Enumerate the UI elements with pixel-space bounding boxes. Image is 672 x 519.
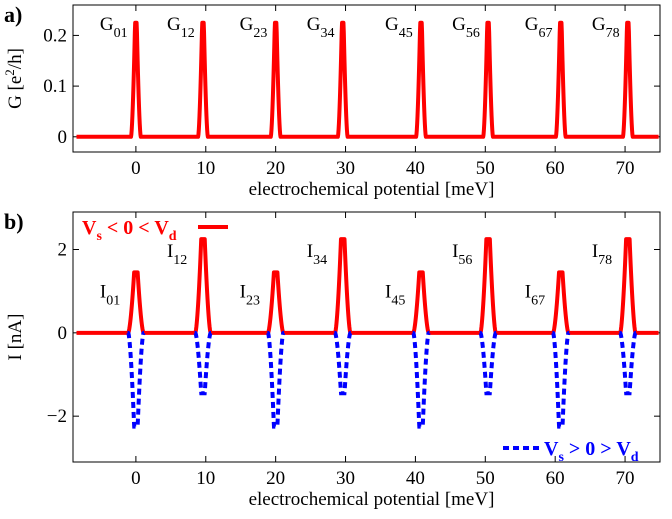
y-tick-label: 2 [58, 240, 68, 261]
peak-label: G01 [100, 14, 128, 41]
y-axis-label: I [nA] [5, 314, 26, 361]
peak-label: I34 [307, 241, 327, 268]
x-tick-label: 0 [131, 158, 141, 179]
x-tick-label: 60 [546, 158, 565, 179]
peak-label: I56 [452, 241, 472, 268]
current-series-negative-peak [618, 330, 638, 396]
y-tick-label: 0 [58, 127, 68, 148]
peak-label: G56 [452, 14, 480, 41]
y-tick-label: 0 [58, 323, 68, 344]
panel-a: 0 10 20 30 40 50 60 70 0 0.1 0.2 electrochemical po… [2, 2, 661, 200]
x-tick-label: 30 [336, 158, 355, 179]
peak-label: I12 [167, 241, 187, 268]
x-tick-label: 20 [266, 468, 285, 489]
x-tick-label: 10 [196, 468, 215, 489]
current-series-negative-peak [126, 330, 146, 429]
x-tick-label: 10 [196, 158, 215, 179]
axes-frame [72, 4, 661, 153]
panel-b: 0 10 20 30 40 50 60 70 −2 0 2 electrochemical poten… [4, 209, 661, 510]
legend-label: Vs < 0 < Vd [82, 217, 177, 244]
peak-label: G12 [167, 14, 195, 41]
y-tick-label: 0.2 [43, 25, 67, 46]
x-tick-label: 40 [406, 468, 425, 489]
current-series-negative-peak [266, 330, 286, 429]
y-tick-label: −2 [47, 406, 67, 427]
x-tick-label: 60 [546, 468, 565, 489]
legend-label: Vs > 0 > Vd [544, 438, 639, 465]
current-series-positive [74, 237, 661, 335]
x-tick-label: 70 [616, 158, 635, 179]
peak-label: I78 [592, 241, 612, 268]
panel-label: a) [4, 2, 22, 27]
peak-label: G34 [307, 14, 335, 41]
peak-label: G67 [525, 14, 553, 41]
axes-frame [72, 211, 661, 463]
legend-entry-negative: Vs > 0 > Vd [503, 438, 639, 465]
current-series-negative-peak [551, 330, 571, 429]
peak-label: G23 [240, 14, 268, 41]
peak-label: I67 [525, 281, 545, 308]
x-tick-label: 30 [336, 468, 355, 489]
current-series-negative-peak [411, 330, 431, 429]
current-series-negative-peak [193, 330, 213, 396]
y-axis-label: G [e2/h] [2, 48, 26, 109]
x-tick-label: 0 [131, 468, 141, 489]
current-series-negative-peak [333, 330, 353, 396]
x-axis-label: electrochemical potential [meV] [249, 489, 495, 510]
conductance-series [74, 20, 661, 139]
x-tick-label: 50 [476, 468, 495, 489]
peak-label: I01 [100, 281, 120, 308]
x-tick-label: 20 [266, 158, 285, 179]
peak-label: I45 [385, 281, 405, 308]
peak-label: I23 [240, 281, 260, 308]
x-tick-label: 50 [476, 158, 495, 179]
x-tick-label: 40 [406, 158, 425, 179]
legend-entry-positive: Vs < 0 < Vd [82, 217, 228, 244]
current-series-negative-peak [478, 330, 498, 396]
panel-label: b) [4, 209, 24, 234]
x-axis-label: electrochemical potential [meV] [249, 179, 495, 200]
peak-label: G45 [385, 14, 413, 41]
peak-label: G78 [592, 14, 620, 41]
x-tick-label: 70 [616, 468, 635, 489]
y-tick-label: 0.1 [43, 76, 67, 97]
